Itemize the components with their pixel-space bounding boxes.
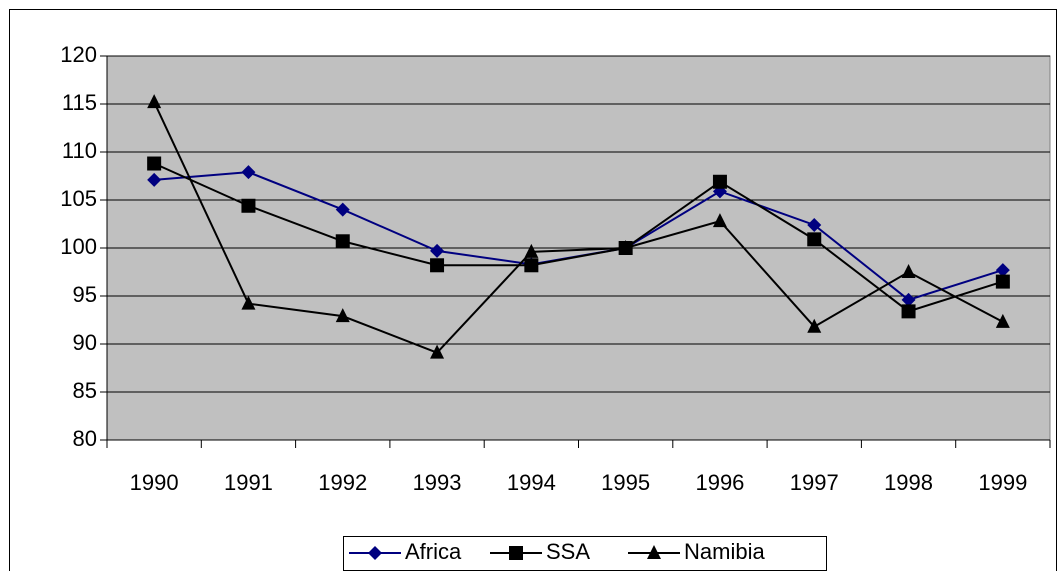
marker bbox=[335, 202, 350, 217]
marker bbox=[241, 198, 256, 213]
marker bbox=[995, 274, 1010, 289]
marker bbox=[618, 240, 633, 254]
x-tick-label: 1995 bbox=[601, 470, 650, 495]
x-tick-label: 1998 bbox=[884, 470, 933, 495]
marker bbox=[241, 295, 256, 310]
y-tick-label: 90 bbox=[73, 330, 97, 355]
marker bbox=[509, 546, 523, 560]
legend-label: Africa bbox=[405, 539, 462, 564]
marker bbox=[807, 232, 822, 247]
marker bbox=[995, 313, 1010, 328]
x-tick-label: 1999 bbox=[978, 470, 1027, 495]
marker bbox=[430, 258, 445, 273]
marker bbox=[995, 263, 1010, 278]
marker bbox=[147, 172, 162, 187]
marker bbox=[368, 546, 382, 560]
x-tick-label: 1993 bbox=[413, 470, 462, 495]
y-tick-label: 115 bbox=[62, 90, 97, 115]
legend-box bbox=[343, 536, 827, 571]
marker bbox=[524, 243, 539, 258]
marker bbox=[712, 174, 727, 189]
marker bbox=[712, 213, 727, 228]
marker bbox=[647, 545, 661, 559]
y-tick-label: 110 bbox=[62, 138, 97, 163]
legend-label: SSA bbox=[546, 539, 590, 564]
marker bbox=[901, 304, 916, 319]
x-tick-label: 1990 bbox=[130, 470, 179, 495]
marker bbox=[807, 318, 822, 333]
marker bbox=[430, 344, 445, 359]
marker bbox=[335, 308, 350, 323]
y-tick-label: 100 bbox=[60, 234, 97, 259]
marker bbox=[335, 234, 350, 249]
marker bbox=[147, 156, 162, 171]
x-tick-label: 1997 bbox=[790, 470, 839, 495]
y-tick-label: 80 bbox=[73, 426, 97, 451]
x-tick-label: 1994 bbox=[507, 470, 556, 495]
x-tick-label: 1996 bbox=[695, 470, 744, 495]
series-line bbox=[153, 162, 1004, 313]
y-tick-label: 120 bbox=[60, 42, 97, 67]
marker bbox=[807, 217, 822, 232]
legend-label: Namibia bbox=[684, 539, 765, 564]
x-tick-label: 1991 bbox=[224, 470, 273, 495]
series-line bbox=[153, 101, 1004, 354]
y-tick-label: 95 bbox=[73, 282, 97, 307]
marker bbox=[430, 243, 445, 258]
marker bbox=[524, 258, 539, 273]
y-tick-label: 85 bbox=[73, 378, 97, 403]
y-tick-label: 105 bbox=[60, 186, 97, 211]
marker bbox=[901, 264, 916, 278]
marker bbox=[241, 165, 256, 180]
marker bbox=[147, 94, 162, 109]
x-tick-label: 1992 bbox=[318, 470, 367, 495]
marker bbox=[901, 292, 916, 307]
